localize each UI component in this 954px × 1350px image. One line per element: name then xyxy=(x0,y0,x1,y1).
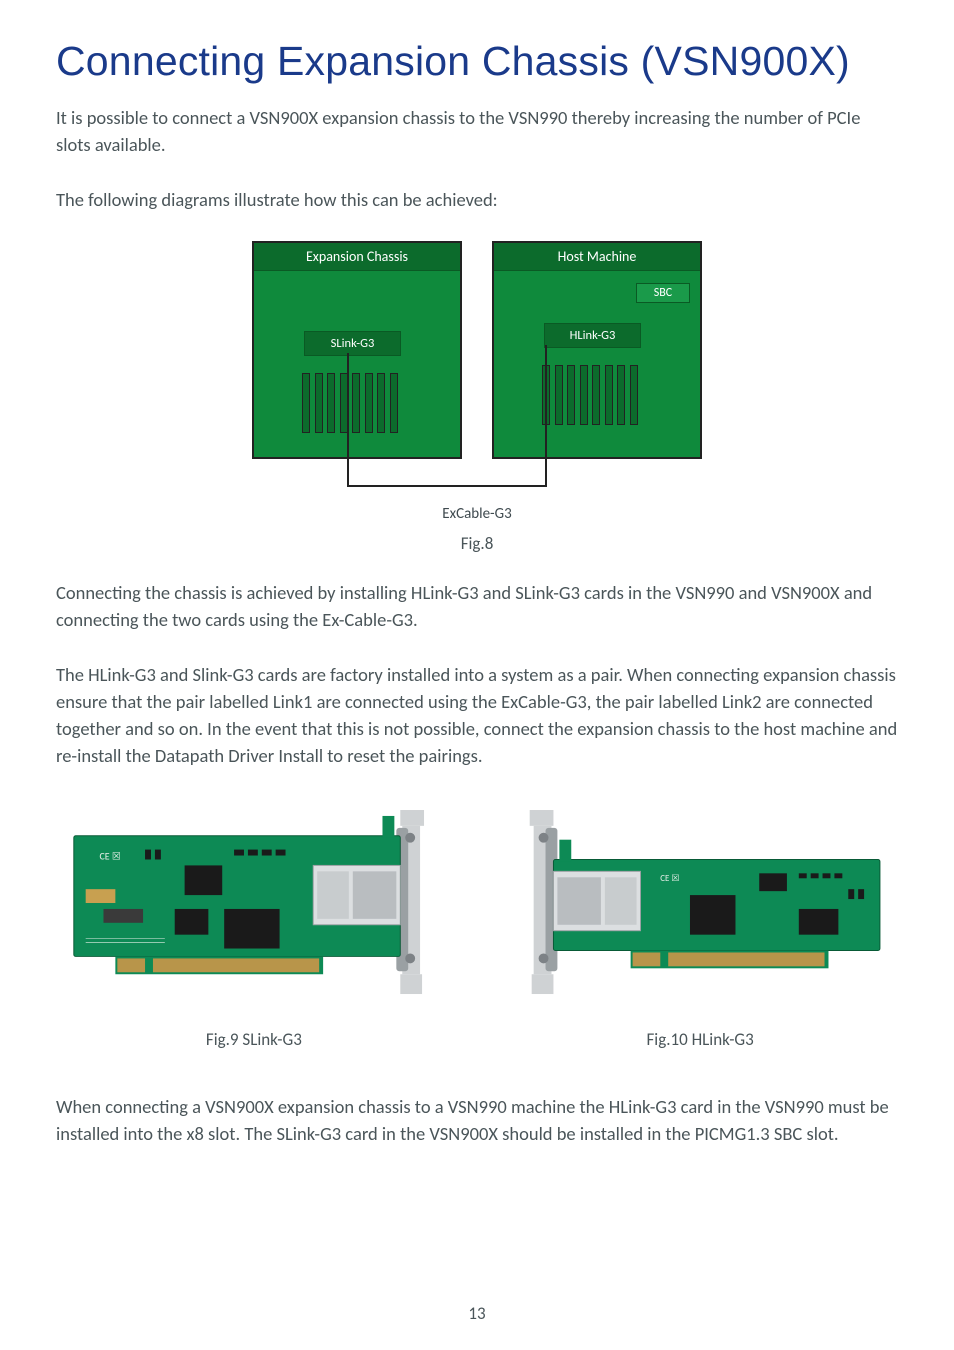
fig8-left-slots xyxy=(302,373,398,433)
paragraph-intro: It is possible to connect a VSN900X expa… xyxy=(56,105,898,159)
fig8-diagram: Expansion Chassis SLink-G3 Host Machine … xyxy=(252,241,702,501)
fig8-cable-label: ExCable-G3 xyxy=(442,505,511,523)
paragraph-pairing: The HLink-G3 and Slink-G3 cards are fact… xyxy=(56,662,898,769)
page-number: 13 xyxy=(0,1303,954,1324)
fig8-host-box: Host Machine SBC HLink-G3 xyxy=(492,241,702,459)
paragraph-connecting: Connecting the chassis is achieved by in… xyxy=(56,580,898,634)
svg-text:CE ☒: CE ☒ xyxy=(661,875,680,885)
hlink-g3-card-image: CE ☒ xyxy=(502,809,898,999)
svg-text:CE ☒: CE ☒ xyxy=(100,851,121,863)
fig8-hlink-chip: HLink-G3 xyxy=(544,323,641,348)
figure-9: CE ☒ Fig.9 SLink-G3 xyxy=(56,809,452,1050)
fig8-expansion-title: Expansion Chassis xyxy=(254,243,460,271)
fig9-caption: Fig.9 SLink-G3 xyxy=(206,1029,302,1050)
fig8-caption: Fig.8 xyxy=(461,533,494,554)
fig8-slink-chip: SLink-G3 xyxy=(304,331,401,356)
fig8-right-slots xyxy=(542,365,638,425)
figure-10: CE ☒ Fig.10 HLink-G3 xyxy=(502,809,898,1050)
paragraph-diagrams-lead: The following diagrams illustrate how th… xyxy=(56,187,898,214)
paragraph-install-slots: When connecting a VSN900X expansion chas… xyxy=(56,1094,898,1148)
page-title: Connecting Expansion Chassis (VSN900X) xyxy=(56,38,898,85)
card-figures-row: CE ☒ Fig.9 SLink-G3 xyxy=(56,809,898,1050)
fig8-expansion-box: Expansion Chassis SLink-G3 xyxy=(252,241,462,459)
slink-g3-card-image: CE ☒ xyxy=(56,809,452,999)
fig8-sbc-label: SBC xyxy=(636,283,690,303)
figure-8: Expansion Chassis SLink-G3 Host Machine … xyxy=(56,241,898,576)
fig10-caption: Fig.10 HLink-G3 xyxy=(646,1029,753,1050)
fig8-host-title: Host Machine xyxy=(494,243,700,271)
